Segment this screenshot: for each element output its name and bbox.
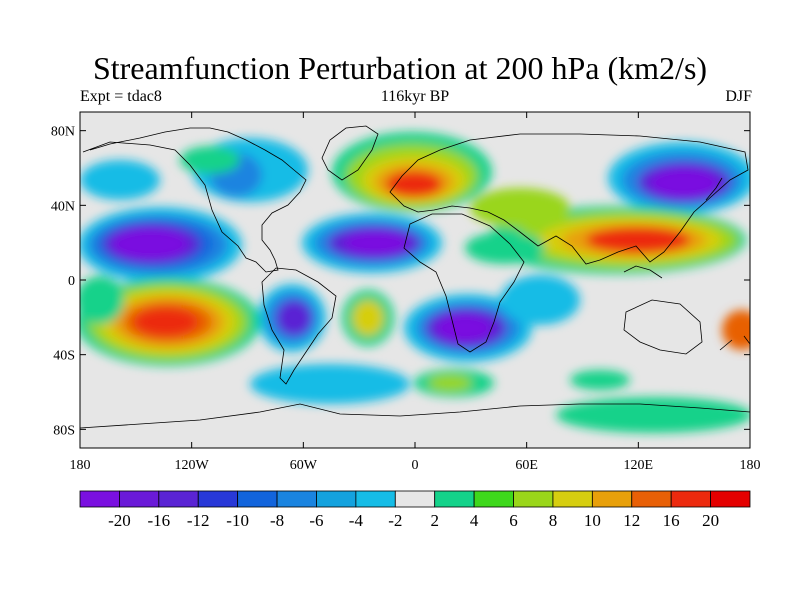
lat-tick-label: 80S — [53, 423, 75, 438]
colorbar-swatch — [316, 491, 355, 507]
colorbar-label: 4 — [470, 511, 479, 530]
colorbar-label: -12 — [187, 511, 210, 530]
colorbar-label: -4 — [349, 511, 364, 530]
field-shading — [76, 112, 762, 448]
colorbar-swatch — [238, 491, 277, 507]
colorbar-swatch — [395, 491, 434, 507]
high-europe — [332, 132, 492, 212]
lat-tick-label: 40S — [53, 349, 75, 364]
colorbar-swatch — [671, 491, 710, 507]
lon-tick-label: 60W — [290, 458, 318, 473]
colorbar-label: 6 — [509, 511, 518, 530]
colorbar-swatch — [435, 491, 474, 507]
colorbar-swatch — [711, 491, 750, 507]
lon-tick-label: 0 — [412, 458, 419, 473]
colorbar-label: 10 — [584, 511, 601, 530]
lat-tick-label: 80N — [51, 125, 75, 140]
low-atlantic — [302, 213, 442, 273]
colorbar: -20 -16 -12 -10 -8 -6 -4 -2 2 4 6 8 10 12 16 20 — [80, 491, 750, 530]
colorbar-swatch — [514, 491, 553, 507]
colorbar-swatch — [159, 491, 198, 507]
colorbar-swatch — [632, 491, 671, 507]
colorbar-label: -6 — [309, 511, 323, 530]
map-figure: 80N40N040S80S 180 120W 60W 0 60E 120E 180 -20-… — [0, 0, 800, 600]
colorbar-swatch — [119, 491, 158, 507]
lon-tick-label: 60E — [515, 458, 538, 473]
colorbar-swatch — [474, 491, 513, 507]
colorbar-label: 2 — [430, 511, 439, 530]
colorbar-label: -2 — [388, 511, 402, 530]
colorbar-label: -8 — [270, 511, 284, 530]
low-north-pacific — [78, 207, 242, 283]
lon-tick-label: 120W — [175, 458, 210, 473]
colorbar-swatch — [80, 491, 119, 507]
colorbar-label: 12 — [623, 511, 640, 530]
lon-tick-label: 180 — [740, 458, 761, 473]
colorbar-label: 20 — [702, 511, 719, 530]
colorbar-label: -16 — [147, 511, 170, 530]
colorbar-label: 16 — [663, 511, 680, 530]
lat-tick-label: 40N — [51, 199, 75, 214]
colorbar-label: 8 — [549, 511, 558, 530]
colorbar-swatch — [198, 491, 237, 507]
colorbar-swatch — [356, 491, 395, 507]
colorbar-label: -20 — [108, 511, 131, 530]
colorbar-swatch — [277, 491, 316, 507]
lon-tick-label: 180 — [70, 458, 91, 473]
colorbar-swatch — [592, 491, 631, 507]
lon-tick-label: 120E — [624, 458, 654, 473]
colorbar-label: -10 — [226, 511, 249, 530]
lat-tick-label: 0 — [68, 274, 75, 289]
colorbar-swatch — [553, 491, 592, 507]
